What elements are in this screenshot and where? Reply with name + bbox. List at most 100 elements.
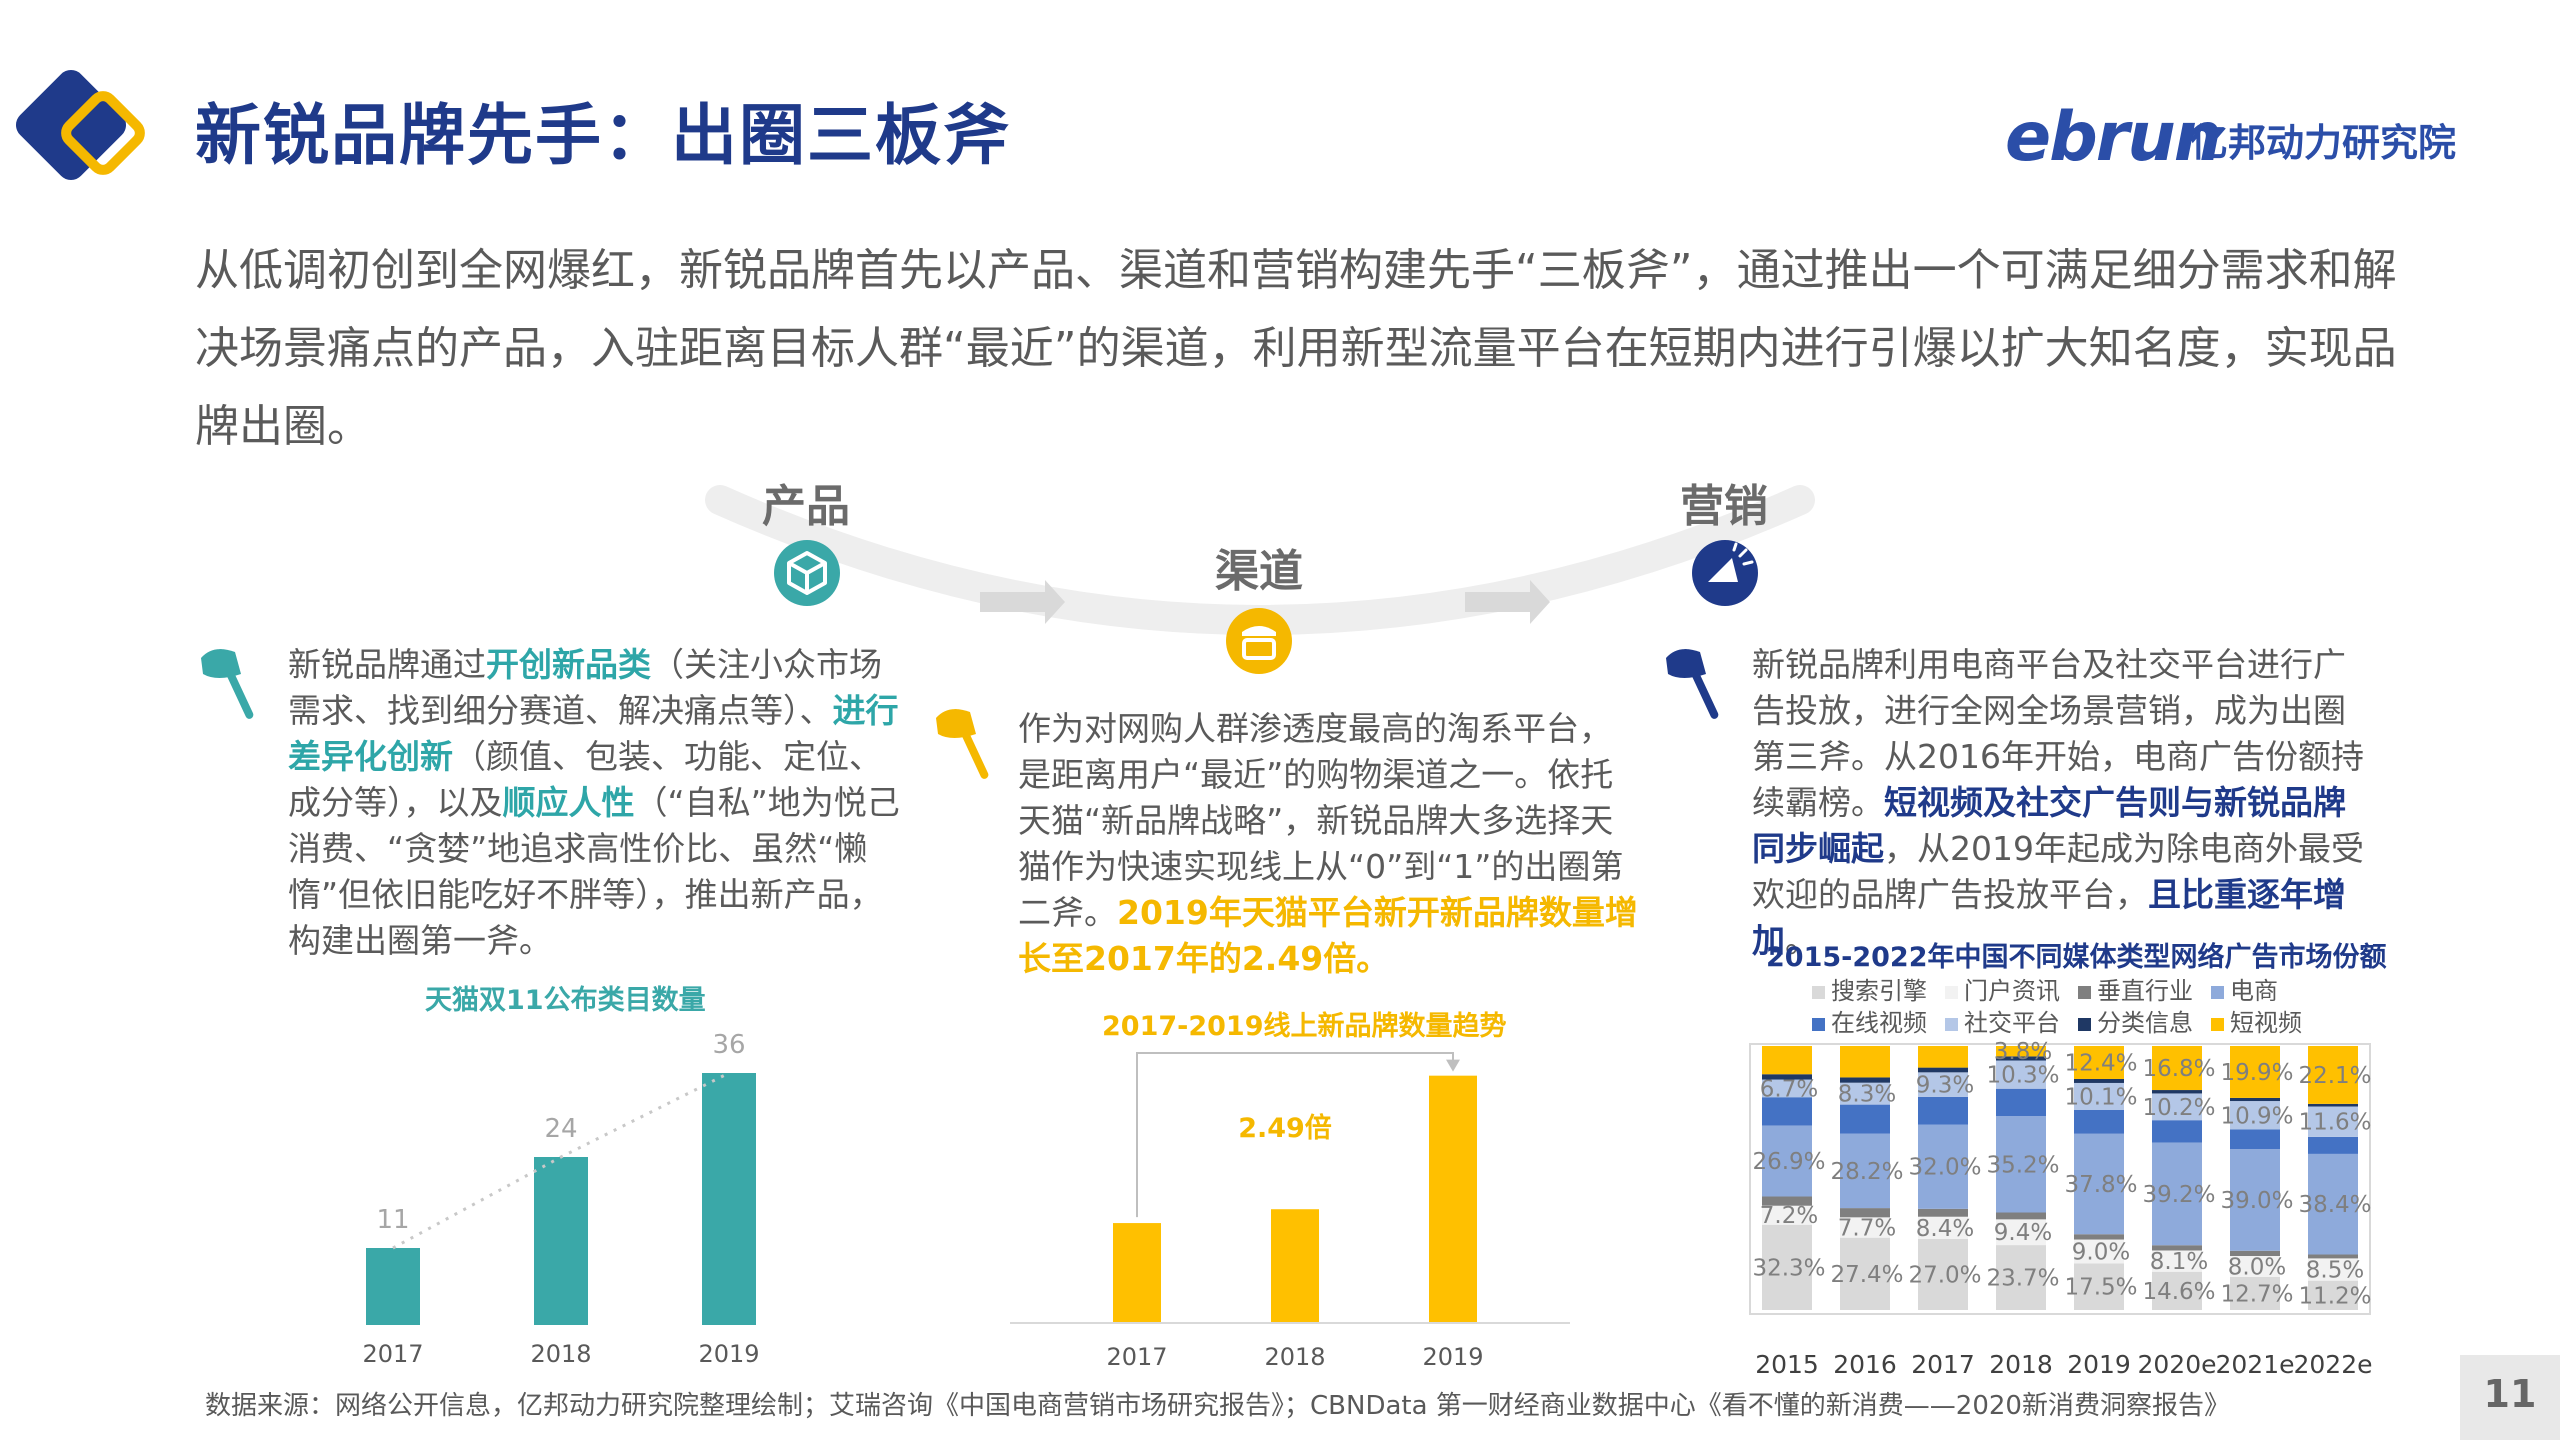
segment-在线视频 — [2230, 1129, 2280, 1150]
legend-swatch — [2078, 985, 2091, 999]
segment-短视频 — [2074, 1046, 2124, 1079]
page-number-box — [2460, 1355, 2560, 1440]
segment-电商 — [1918, 1124, 1968, 1209]
segment-label: 9.4% — [1994, 1220, 2052, 1246]
segment-label: 27.4% — [1830, 1262, 1903, 1288]
segment-门户资讯 — [1996, 1219, 2046, 1246]
segment-分类信息 — [1918, 1067, 1968, 1073]
legend-label: 短视频 — [2230, 1009, 2302, 1037]
data-source: 数据来源：网络公开信息，亿邦动力研究院整理绘制；艾瑞咨询《中国电商营销市场研究报… — [205, 1391, 2230, 1421]
segment-分类信息 — [2152, 1090, 2202, 1094]
segment-在线视频 — [1762, 1097, 1812, 1126]
logo-subtitle: 亿邦动力研究院 — [2190, 121, 2457, 165]
segment-label: 23.7% — [1986, 1266, 2059, 1292]
segment-搜索引擎 — [2074, 1263, 2124, 1310]
marketing-paragraph: 新锐品牌利用电商平台及社交平台进行广告投放，进行全网全场景营销，成为出圈第三斧。… — [1752, 642, 2372, 964]
segment-电商 — [1996, 1116, 2046, 1213]
segment-label: 14.6% — [2142, 1279, 2215, 1305]
bar-2019 — [702, 1073, 756, 1325]
segment-label: 26.9% — [1752, 1149, 1825, 1175]
legend-swatch — [1812, 1017, 1825, 1031]
segment-电商 — [2152, 1142, 2202, 1246]
x-tick-label: 2017 — [1106, 1343, 1167, 1371]
segment-搜索引擎 — [2152, 1271, 2202, 1310]
segment-搜索引擎 — [1918, 1238, 1968, 1310]
segment-label: 38.4% — [2298, 1192, 2371, 1218]
chart-new-brands-trend: 2017 2018 2019 2.49倍 — [1010, 1052, 1570, 1371]
bar-value-label: 24 — [544, 1114, 577, 1144]
bar-2019 — [1429, 1075, 1477, 1322]
segment-门户资讯 — [2152, 1250, 2202, 1272]
x-tick-label: 2017 — [1911, 1350, 1975, 1379]
bar-2018 — [1271, 1209, 1319, 1322]
body-text: （颜值、包装、功能、定位、成分等），以及 — [288, 737, 882, 822]
segment-label: 10.3% — [1986, 1063, 2059, 1089]
channel-paragraph: 作为对网购人群渗透度最高的淘系平台，是距离用户“最近”的购物渠道之一。依托天猫“… — [1018, 706, 1638, 982]
x-tick-label: 2019 — [698, 1340, 759, 1368]
axe-icon-marketing — [1666, 649, 1719, 719]
legend-label: 在线视频 — [1831, 1009, 1927, 1037]
segment-社交平台 — [2074, 1082, 2124, 1110]
segment-社交平台 — [1762, 1079, 1812, 1098]
segment-label: 28.2% — [1830, 1159, 1903, 1185]
segment-短视频 — [2152, 1046, 2202, 1091]
legend-item: 搜索引擎 — [1812, 975, 1945, 1007]
legend-swatch — [2078, 1017, 2091, 1031]
bracket-arrowhead — [1446, 1059, 1460, 1072]
chart3-title: 2015-2022年中国不同媒体类型网络广告市场份额 — [1766, 942, 2387, 973]
segment-垂直行业 — [2152, 1245, 2202, 1251]
x-tick-label: 2018 — [530, 1340, 591, 1368]
highlight-text: 短视频及社交广告则与新锐品牌同步崛起 — [1752, 783, 2346, 868]
segment-label: 8.4% — [1916, 1216, 1974, 1242]
segment-垂直行业 — [1996, 1212, 2046, 1220]
legend-swatch — [1812, 985, 1825, 999]
x-tick-label: 2016 — [1833, 1350, 1897, 1379]
segment-社交平台 — [1918, 1072, 1968, 1097]
legend-item: 在线视频 — [1812, 1007, 1945, 1039]
segment-门户资讯 — [2308, 1258, 2358, 1281]
segment-在线视频 — [2074, 1109, 2124, 1134]
growth-annotation: 2.49倍 — [1238, 1112, 1332, 1144]
segment-短视频 — [1840, 1046, 1890, 1078]
highlight-text: 2019年天猫平台新开新品牌数量增长至2017年的2.49倍。 — [1018, 893, 1638, 978]
segment-label: 3.8% — [1994, 1040, 2052, 1065]
segment-社交平台 — [2230, 1101, 2280, 1130]
legend-item: 分类信息 — [2078, 1007, 2211, 1039]
stage-label-channel: 渠道 — [1215, 546, 1303, 597]
segment-label: 39.0% — [2220, 1188, 2293, 1214]
segment-分类信息 — [1996, 1056, 2046, 1061]
segment-搜索引擎 — [2230, 1276, 2280, 1310]
highlight-text: 且比重逐年增加 — [1752, 875, 2346, 960]
segment-label: 8.1% — [2150, 1249, 2208, 1275]
segment-分类信息 — [2230, 1097, 2280, 1102]
segment-label: 35.2% — [1986, 1152, 2059, 1178]
x-tick-label: 2015 — [1755, 1350, 1819, 1379]
title-diamond-icon — [15, 69, 145, 181]
body-text: （“自私”地为悦己消费、“贪婪”地追求高性价比、虽然“懒惰”但依旧能吃好不胖等）… — [288, 783, 900, 960]
bar-value-label: 11 — [376, 1205, 409, 1235]
product-paragraph: 新锐品牌通过开创新品类（关注小众市场需求、找到细分赛道、解决痛点等）、进行差异化… — [288, 642, 903, 964]
segment-电商 — [2230, 1149, 2280, 1251]
x-tick-label: 2019 — [2067, 1350, 2131, 1379]
x-tick-label: 2020e — [2137, 1350, 2216, 1379]
segment-label: 11.6% — [2298, 1110, 2371, 1136]
marketing-megaphone-icon — [1692, 540, 1758, 606]
x-tick-label: 2022e — [2293, 1350, 2372, 1379]
chart-ad-market-share: 32.3% 7.2% 26.9% 6.7% 2015 27.4% 7.7% 28.2% 8.3%… — [1749, 1040, 2373, 1379]
legend-swatch — [1945, 985, 1958, 999]
legend-label: 电商 — [2230, 977, 2278, 1005]
segment-电商 — [1762, 1125, 1812, 1197]
highlight-text: 进行差异化创新 — [288, 691, 899, 776]
legend-swatch — [1945, 1017, 1958, 1031]
segment-短视频 — [1918, 1046, 1968, 1068]
segment-门户资讯 — [2230, 1256, 2280, 1277]
axe-icon-channel — [936, 709, 989, 779]
segment-在线视频 — [1918, 1096, 1968, 1125]
legend-item: 垂直行业 — [2078, 975, 2211, 1007]
legend-item: 短视频 — [2211, 1007, 2311, 1039]
segment-label: 39.2% — [2142, 1182, 2215, 1208]
segment-分类信息 — [2074, 1078, 2124, 1083]
segment-在线视频 — [2152, 1120, 2202, 1143]
legend-label: 分类信息 — [2097, 1009, 2193, 1037]
segment-短视频 — [1762, 1046, 1812, 1075]
